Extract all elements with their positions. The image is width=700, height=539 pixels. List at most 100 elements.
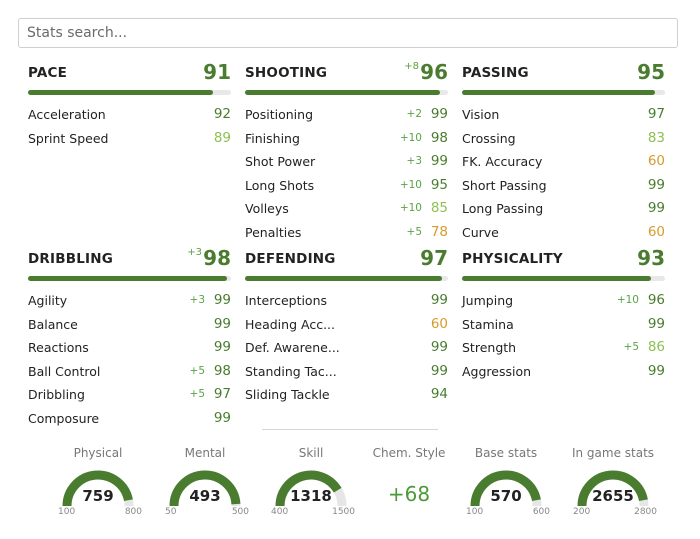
gauge-label: Skill [298,446,324,460]
stat-name: Short Passing [462,177,547,193]
stat-group-bar [28,276,231,281]
stat-row: Finishing +10 98 [245,129,448,153]
stat-group-name: PHYSICALITY [462,251,563,267]
stat-group-header: PACE 91 [28,60,231,90]
stat-name: Standing Tac... [245,363,337,379]
stat-name: Penalties [245,224,302,240]
gauge-fill [577,470,648,507]
stat-row: Heading Acc... 60 [245,315,448,339]
stat-name: Long Shots [245,177,315,193]
stat-name: Ball Control [28,363,101,379]
gauge-arc [470,470,542,507]
stat-group-header: PASSING 95 [462,60,665,90]
stat-name: Reactions [28,340,89,356]
stat-value: 98 [213,362,231,379]
stat-name: Heading Acc... [245,316,335,332]
gauge-max: 500 [231,507,249,517]
stat-group-name: SHOOTING [245,65,328,81]
stat-row: Reactions 99 [28,338,231,362]
gauge-max: 2800 [634,507,657,517]
stat-value: 99 [430,153,448,170]
stat-value: 89 [213,129,231,146]
gauge-max: 1500 [332,507,355,517]
gauge-arc [275,470,347,507]
stat-group-dribbling: DRIBBLING +3 98 Agility +3 99 Balance 99 Reactio… [28,246,231,433]
stat-name: Strength [462,340,517,356]
stat-value: 99 [647,176,665,193]
stat-group-bar-fill [245,90,440,95]
gauge-mental: Mental 493 50 500 [155,446,255,517]
stat-name: Agility [28,293,68,308]
stat-value: 99 [213,339,231,356]
stat-bonus: +3 [406,155,422,168]
stat-group-value: 98 [203,246,231,270]
gauge-physical: Physical 759 100 800 [48,446,148,517]
stat-value: 92 [213,106,231,122]
gauge-base-stats: Base stats 570 100 600 [456,446,556,517]
stat-value: 97 [213,386,231,403]
gauge-max: 600 [532,507,550,517]
stat-row: Long Shots +10 95 [245,176,448,200]
stat-row: Composure 99 [28,409,231,433]
stat-bonus: +5 [623,341,639,354]
stat-value: 99 [430,106,448,122]
stat-group-name: PACE [28,65,68,81]
stat-group-header: PHYSICALITY 93 [462,246,665,276]
stat-row: Crossing 83 [462,129,665,153]
gauge-min: 100 [58,507,76,517]
stat-row: Penalties +5 78 [245,223,448,247]
gauge-max: 800 [124,507,142,517]
stat-value: 95 [430,176,448,193]
gauge-arc [62,470,134,507]
stat-row: Sliding Tackle 94 [245,385,448,409]
stat-value: 94 [430,386,448,403]
stat-bonus: +5 [189,364,205,377]
gauge-value: 1318 [290,487,332,505]
stat-bonus: +5 [406,225,422,238]
stat-group-bonus: +8 [404,61,419,72]
stat-name: Crossing [462,130,516,146]
stat-group-header: DRIBBLING +3 98 [28,246,231,276]
gauge-fill [62,470,133,507]
gauge-label: Base stats [474,446,538,460]
stat-row: Aggression 99 [462,362,665,386]
stat-value: 99 [213,292,231,308]
stat-group-bar-fill [245,276,442,281]
stat-group-bar-fill [462,276,651,281]
stat-row: Strength +5 86 [462,338,665,362]
gauge-arc [169,470,241,507]
gauge-label: Mental [184,446,226,460]
stat-group-name: PASSING [462,65,529,81]
stat-group-value: 95 [637,60,665,84]
stat-bonus: +10 [616,294,639,306]
stat-row: Acceleration 92 [28,105,231,129]
stat-name: Long Passing [462,201,544,217]
stat-name: Balance [28,316,78,332]
stat-row: Curve 60 [462,223,665,247]
stat-row: Volleys +10 85 [245,199,448,223]
stat-row: Stamina 99 [462,315,665,339]
stat-name: Dribbling [28,387,85,403]
stat-group-value: 97 [420,246,448,270]
stats-search-input[interactable] [18,18,678,48]
gauge-fill [169,470,241,507]
stat-name: Aggression [462,363,532,379]
chem-style-label: Chem. Style [372,446,446,460]
gauge-min: 200 [573,507,591,517]
stat-group-name: DEFENDING [245,251,336,267]
stat-name: Composure [28,410,100,426]
divider [262,429,438,430]
stat-row: Short Passing 99 [462,176,665,200]
stat-group-bar-fill [28,90,213,95]
stat-value: 99 [213,315,231,332]
stat-group-value: 96 [420,60,448,84]
stat-bonus: +2 [406,108,422,120]
gauge-arc [577,470,649,507]
stat-row: FK. Accuracy 60 [462,152,665,176]
stat-group-header: SHOOTING +8 96 [245,60,448,90]
stat-value: 99 [647,362,665,379]
stat-group-defending: DEFENDING 97 Interceptions 99 Heading Acc...… [245,246,448,409]
stat-name: Finishing [245,130,300,146]
stat-name: Shot Power [245,154,316,170]
stat-row: Ball Control +5 98 [28,362,231,386]
